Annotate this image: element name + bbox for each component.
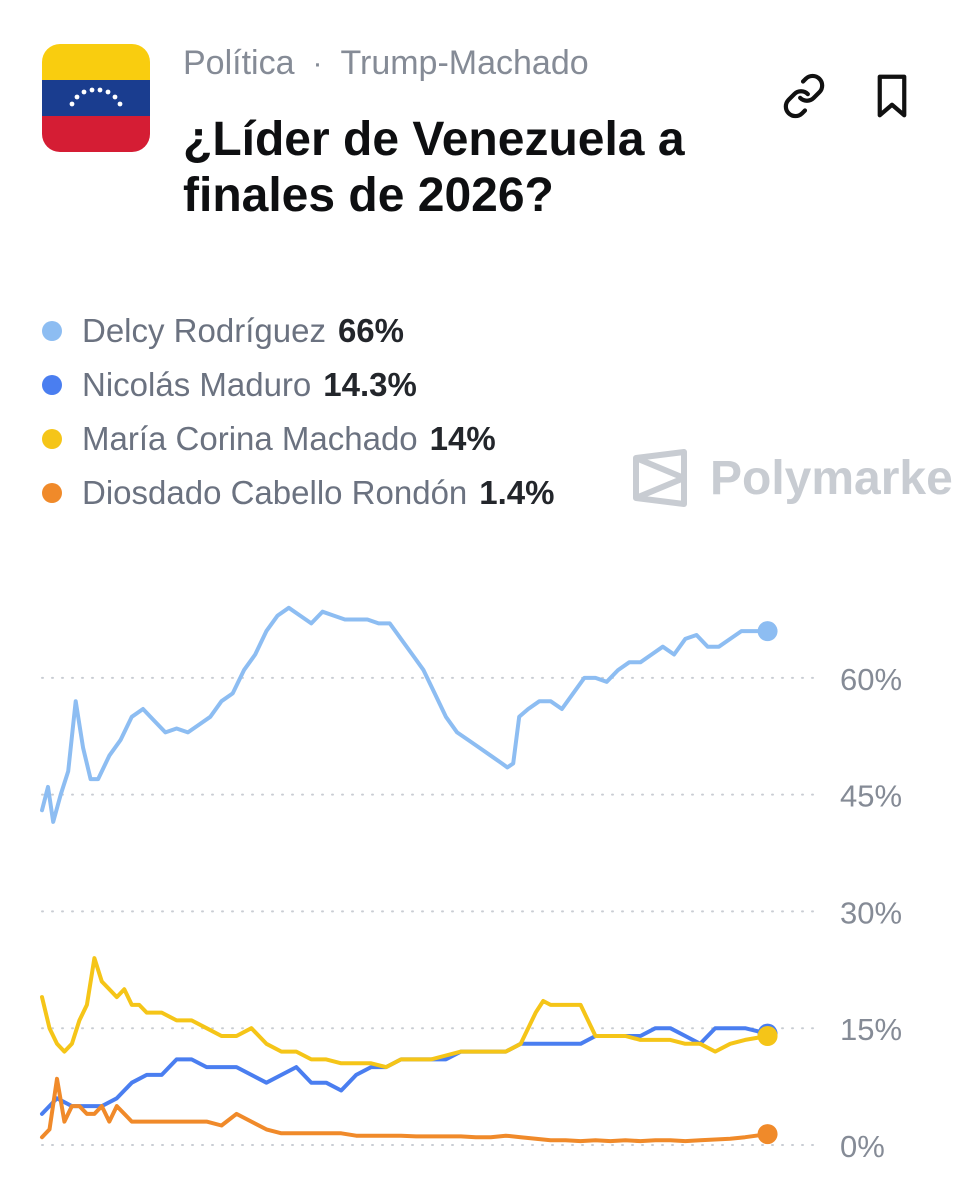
venezuela-flag-icon [42, 44, 150, 152]
flag-stripe-blue [42, 80, 150, 116]
legend-series-name: Delcy Rodríguez [82, 312, 326, 349]
breadcrumb-category[interactable]: Política [183, 44, 295, 82]
series-line-0[interactable] [40, 605, 770, 824]
y-tick-label: 0% [840, 1129, 885, 1164]
legend-series-value: 1.4% [479, 474, 555, 511]
legend-series-value: 66% [337, 312, 405, 349]
polymarket-logo-icon [633, 449, 687, 507]
series-line-2[interactable] [40, 956, 770, 1070]
link-icon [783, 73, 825, 119]
polymarket-watermark: Polymarke [632, 446, 965, 510]
bookmark-button[interactable] [866, 70, 918, 122]
series-line-3[interactable] [40, 1076, 770, 1144]
y-tick-label: 45% [840, 779, 902, 814]
series-endpoint-3[interactable] [757, 1124, 778, 1145]
legend-series-value: 14.3% [323, 366, 417, 403]
copy-link-button[interactable] [778, 70, 830, 122]
chart-series [40, 605, 778, 1145]
legend-item[interactable]: Nicolás Maduro 14.3% [42, 358, 555, 412]
legend-series-name: Nicolás Maduro [82, 366, 312, 403]
legend-item[interactable]: Diosdado Cabello Rondón 1.4% [42, 466, 555, 520]
breadcrumb: Política · Trump-Machado [183, 44, 589, 83]
flag-stripe-red [42, 116, 150, 152]
legend-swatch [42, 321, 62, 341]
series-endpoint-2[interactable] [757, 1026, 778, 1046]
series-endpoint-0[interactable] [757, 621, 778, 642]
line-chart: 0% 15% 30% 45% 60% [40, 605, 902, 1164]
chart-legend: Delcy Rodríguez 66% Nicolás Maduro 14.3% Mar… [42, 304, 555, 520]
flag-stripe-yellow [42, 44, 150, 80]
breadcrumb-separator: · [312, 46, 323, 80]
legend-swatch [42, 375, 62, 395]
chart-y-axis: 0% 15% 30% 45% 60% [840, 662, 902, 1164]
legend-series-value: 14% [429, 420, 496, 457]
legend-series-name: María Corina Machado [82, 420, 418, 457]
watermark-text: Polymarke [710, 451, 953, 505]
legend-item[interactable]: Delcy Rodríguez 66% [42, 304, 555, 358]
flag-stars [69, 87, 123, 107]
legend-series-name: Diosdado Cabello Rondón [82, 474, 468, 511]
legend-item[interactable]: María Corina Machado 14% [42, 412, 555, 466]
bookmark-icon [877, 74, 907, 118]
y-tick-label: 30% [840, 895, 902, 930]
breadcrumb-tag[interactable]: Trump-Machado [340, 44, 589, 82]
legend-swatch [42, 483, 62, 503]
y-tick-label: 15% [840, 1012, 902, 1047]
legend-swatch [42, 429, 62, 449]
page-title: ¿Líder de Venezuela a finales de 2026? [183, 113, 685, 222]
y-tick-label: 60% [840, 662, 902, 697]
